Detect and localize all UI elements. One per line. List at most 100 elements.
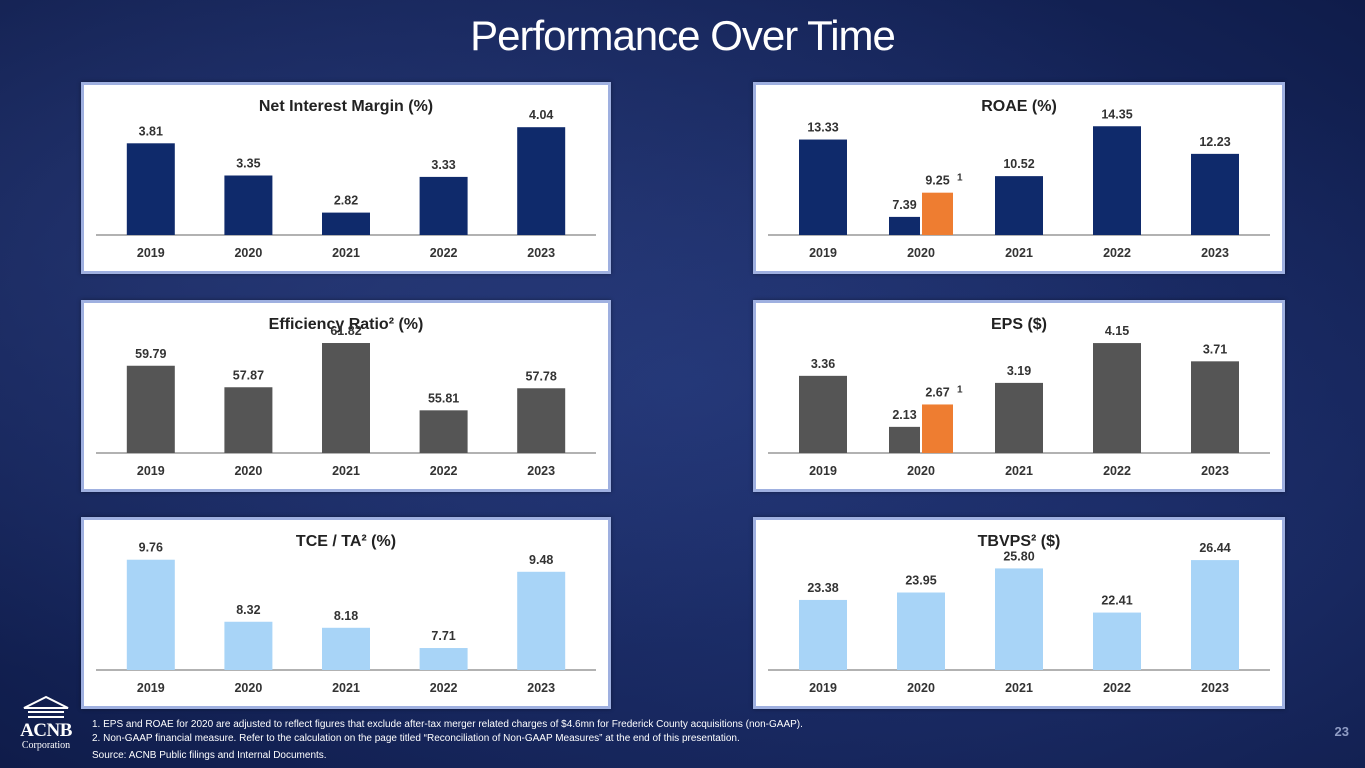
value-label-2020: 3.35 xyxy=(236,157,260,171)
value-label-2021: 3.19 xyxy=(1007,364,1031,378)
value-label-2022: 55.81 xyxy=(428,391,459,405)
bar-2023 xyxy=(1191,153,1239,235)
value-label-2023: 26.44 xyxy=(1199,541,1230,555)
chart-title: TBVPS² ($) xyxy=(978,533,1061,550)
bar-2022 xyxy=(419,176,468,235)
page-title: Performance Over Time xyxy=(470,12,896,59)
value-label-2020-adjusted: 9.25 xyxy=(925,174,949,188)
chart-roae: ROAE (%) 13.33 2019 7.39 9.25 1 2020 10.52 2021 1… xyxy=(768,98,1270,260)
value-label-2023: 4.04 xyxy=(529,108,553,122)
tick-label-2020: 2020 xyxy=(907,464,935,478)
value-label-2019: 59.79 xyxy=(135,347,166,361)
value-label-2022: 14.35 xyxy=(1101,107,1132,121)
tick-label-2019: 2019 xyxy=(137,246,165,260)
bar-2020-adjusted xyxy=(922,404,953,453)
footnote-marker: 1 xyxy=(957,384,963,395)
tick-label-2023: 2023 xyxy=(1201,246,1229,260)
bar-2022 xyxy=(419,648,468,670)
bar-2020 xyxy=(889,216,920,235)
tick-label-2022: 2022 xyxy=(1103,246,1131,260)
value-label-2023: 12.23 xyxy=(1199,135,1230,149)
value-label-2020: 23.95 xyxy=(905,574,936,588)
tick-label-2023: 2023 xyxy=(1201,464,1229,478)
tick-label-2020: 2020 xyxy=(234,246,262,260)
chart-net-interest-margin: Net Interest Margin (%) 3.81 2019 3.35 2020 2… xyxy=(96,98,596,260)
chart-title: ROAE (%) xyxy=(981,98,1057,115)
tick-label-2020: 2020 xyxy=(907,681,935,695)
tick-label-2019: 2019 xyxy=(137,681,165,695)
tick-label-2023: 2023 xyxy=(1201,681,1229,695)
bar-2019 xyxy=(799,599,847,670)
tick-label-2020: 2020 xyxy=(907,246,935,260)
bar-2020-adjusted xyxy=(922,192,953,235)
tick-label-2022: 2022 xyxy=(430,464,458,478)
footnotes: 1. EPS and ROAE for 2020 are adjusted to… xyxy=(92,718,803,763)
value-label-2019: 13.33 xyxy=(807,121,838,135)
acnb-logo: ACNB Corporation xyxy=(14,694,78,752)
bar-2021 xyxy=(322,627,370,670)
chart-panel-eps: EPS ($) 3.36 2019 2.13 2.67 1 2020 3.19 2021 4.15… xyxy=(753,300,1285,492)
bar-2020 xyxy=(897,592,945,670)
bar-2023 xyxy=(1191,560,1239,670)
bar-2020 xyxy=(224,621,273,670)
value-label-2019: 23.38 xyxy=(807,581,838,595)
chart-tbvps: TBVPS² ($) 23.38 2019 23.95 2020 25.80 2021 22.… xyxy=(768,533,1270,695)
bar-2021 xyxy=(995,176,1043,235)
value-label-2022: 4.15 xyxy=(1105,324,1129,338)
value-label-2020: 8.32 xyxy=(236,603,260,617)
source-note: Source: ACNB Public filings and Internal… xyxy=(92,750,327,761)
footnote-2: 2. Non-GAAP financial measure. Refer to … xyxy=(92,732,740,744)
value-label-2019: 3.36 xyxy=(811,357,835,371)
bar-2021 xyxy=(322,343,370,453)
value-label-2019: 3.81 xyxy=(139,124,163,138)
chart-panel-efficiency-ratio: Efficiency Ratio² (%) 59.79 2019 57.87 2020 6… xyxy=(81,300,611,492)
chart-panel-net-interest-margin: Net Interest Margin (%) 3.81 2019 3.35 2020 2… xyxy=(81,82,611,274)
bar-2020 xyxy=(224,175,273,235)
value-label-2020: 57.87 xyxy=(233,368,264,382)
footnote-1: 1. EPS and ROAE for 2020 are adjusted to… xyxy=(92,719,803,730)
bar-2020 xyxy=(224,387,273,453)
tick-label-2023: 2023 xyxy=(527,464,555,478)
chart-panel-tce-ta: TCE / TA² (%) 9.76 2019 8.32 2020 8.18 2021 7.7… xyxy=(81,517,611,709)
bar-2019 xyxy=(126,143,175,235)
bar-2023 xyxy=(517,127,566,235)
tick-label-2023: 2023 xyxy=(527,246,555,260)
chart-title: TCE / TA² (%) xyxy=(296,533,396,550)
bar-2023 xyxy=(517,571,566,670)
chart-panel-tbvps: TBVPS² ($) 23.38 2019 23.95 2020 25.80 2021 22.… xyxy=(753,517,1285,709)
chart-title: Net Interest Margin (%) xyxy=(259,98,433,115)
tick-label-2019: 2019 xyxy=(137,464,165,478)
value-label-2022: 22.41 xyxy=(1101,594,1132,608)
value-label-2021: 61.82 xyxy=(330,324,361,338)
bar-2023 xyxy=(1191,361,1239,453)
bar-2019 xyxy=(126,365,175,453)
value-label-2023: 57.78 xyxy=(526,369,557,383)
tick-label-2021: 2021 xyxy=(332,464,360,478)
value-label-2022: 7.71 xyxy=(431,629,455,643)
tick-label-2019: 2019 xyxy=(809,464,837,478)
value-label-2019: 9.76 xyxy=(139,541,163,555)
footnote-marker: 1 xyxy=(957,173,963,184)
value-label-2020-adjusted: 2.67 xyxy=(925,385,949,399)
bar-2023 xyxy=(517,388,566,453)
bar-2021 xyxy=(322,212,370,235)
bar-2019 xyxy=(799,375,847,453)
tick-label-2022: 2022 xyxy=(1103,464,1131,478)
value-label-2021: 2.82 xyxy=(334,194,358,208)
value-label-2023: 9.48 xyxy=(529,553,553,567)
tick-label-2022: 2022 xyxy=(1103,681,1131,695)
value-label-2020: 2.13 xyxy=(892,408,916,422)
bar-2022 xyxy=(419,410,468,453)
tick-label-2021: 2021 xyxy=(332,681,360,695)
value-label-2022: 3.33 xyxy=(431,158,455,172)
tick-label-2021: 2021 xyxy=(1005,464,1033,478)
bar-2022 xyxy=(1093,612,1141,670)
bar-2021 xyxy=(995,382,1043,453)
bar-2019 xyxy=(799,139,847,235)
chart-efficiency-ratio: Efficiency Ratio² (%) 59.79 2019 57.87 2020 6… xyxy=(96,316,596,478)
chart-tce-ta: TCE / TA² (%) 9.76 2019 8.32 2020 8.18 2021 7.7… xyxy=(96,533,596,695)
value-label-2021: 8.18 xyxy=(334,609,358,623)
tick-label-2019: 2019 xyxy=(809,681,837,695)
chart-eps: EPS ($) 3.36 2019 2.13 2.67 1 2020 3.19 2021 4.15… xyxy=(768,316,1270,478)
chart-panel-roae: ROAE (%) 13.33 2019 7.39 9.25 1 2020 10.52 2021 1… xyxy=(753,82,1285,274)
